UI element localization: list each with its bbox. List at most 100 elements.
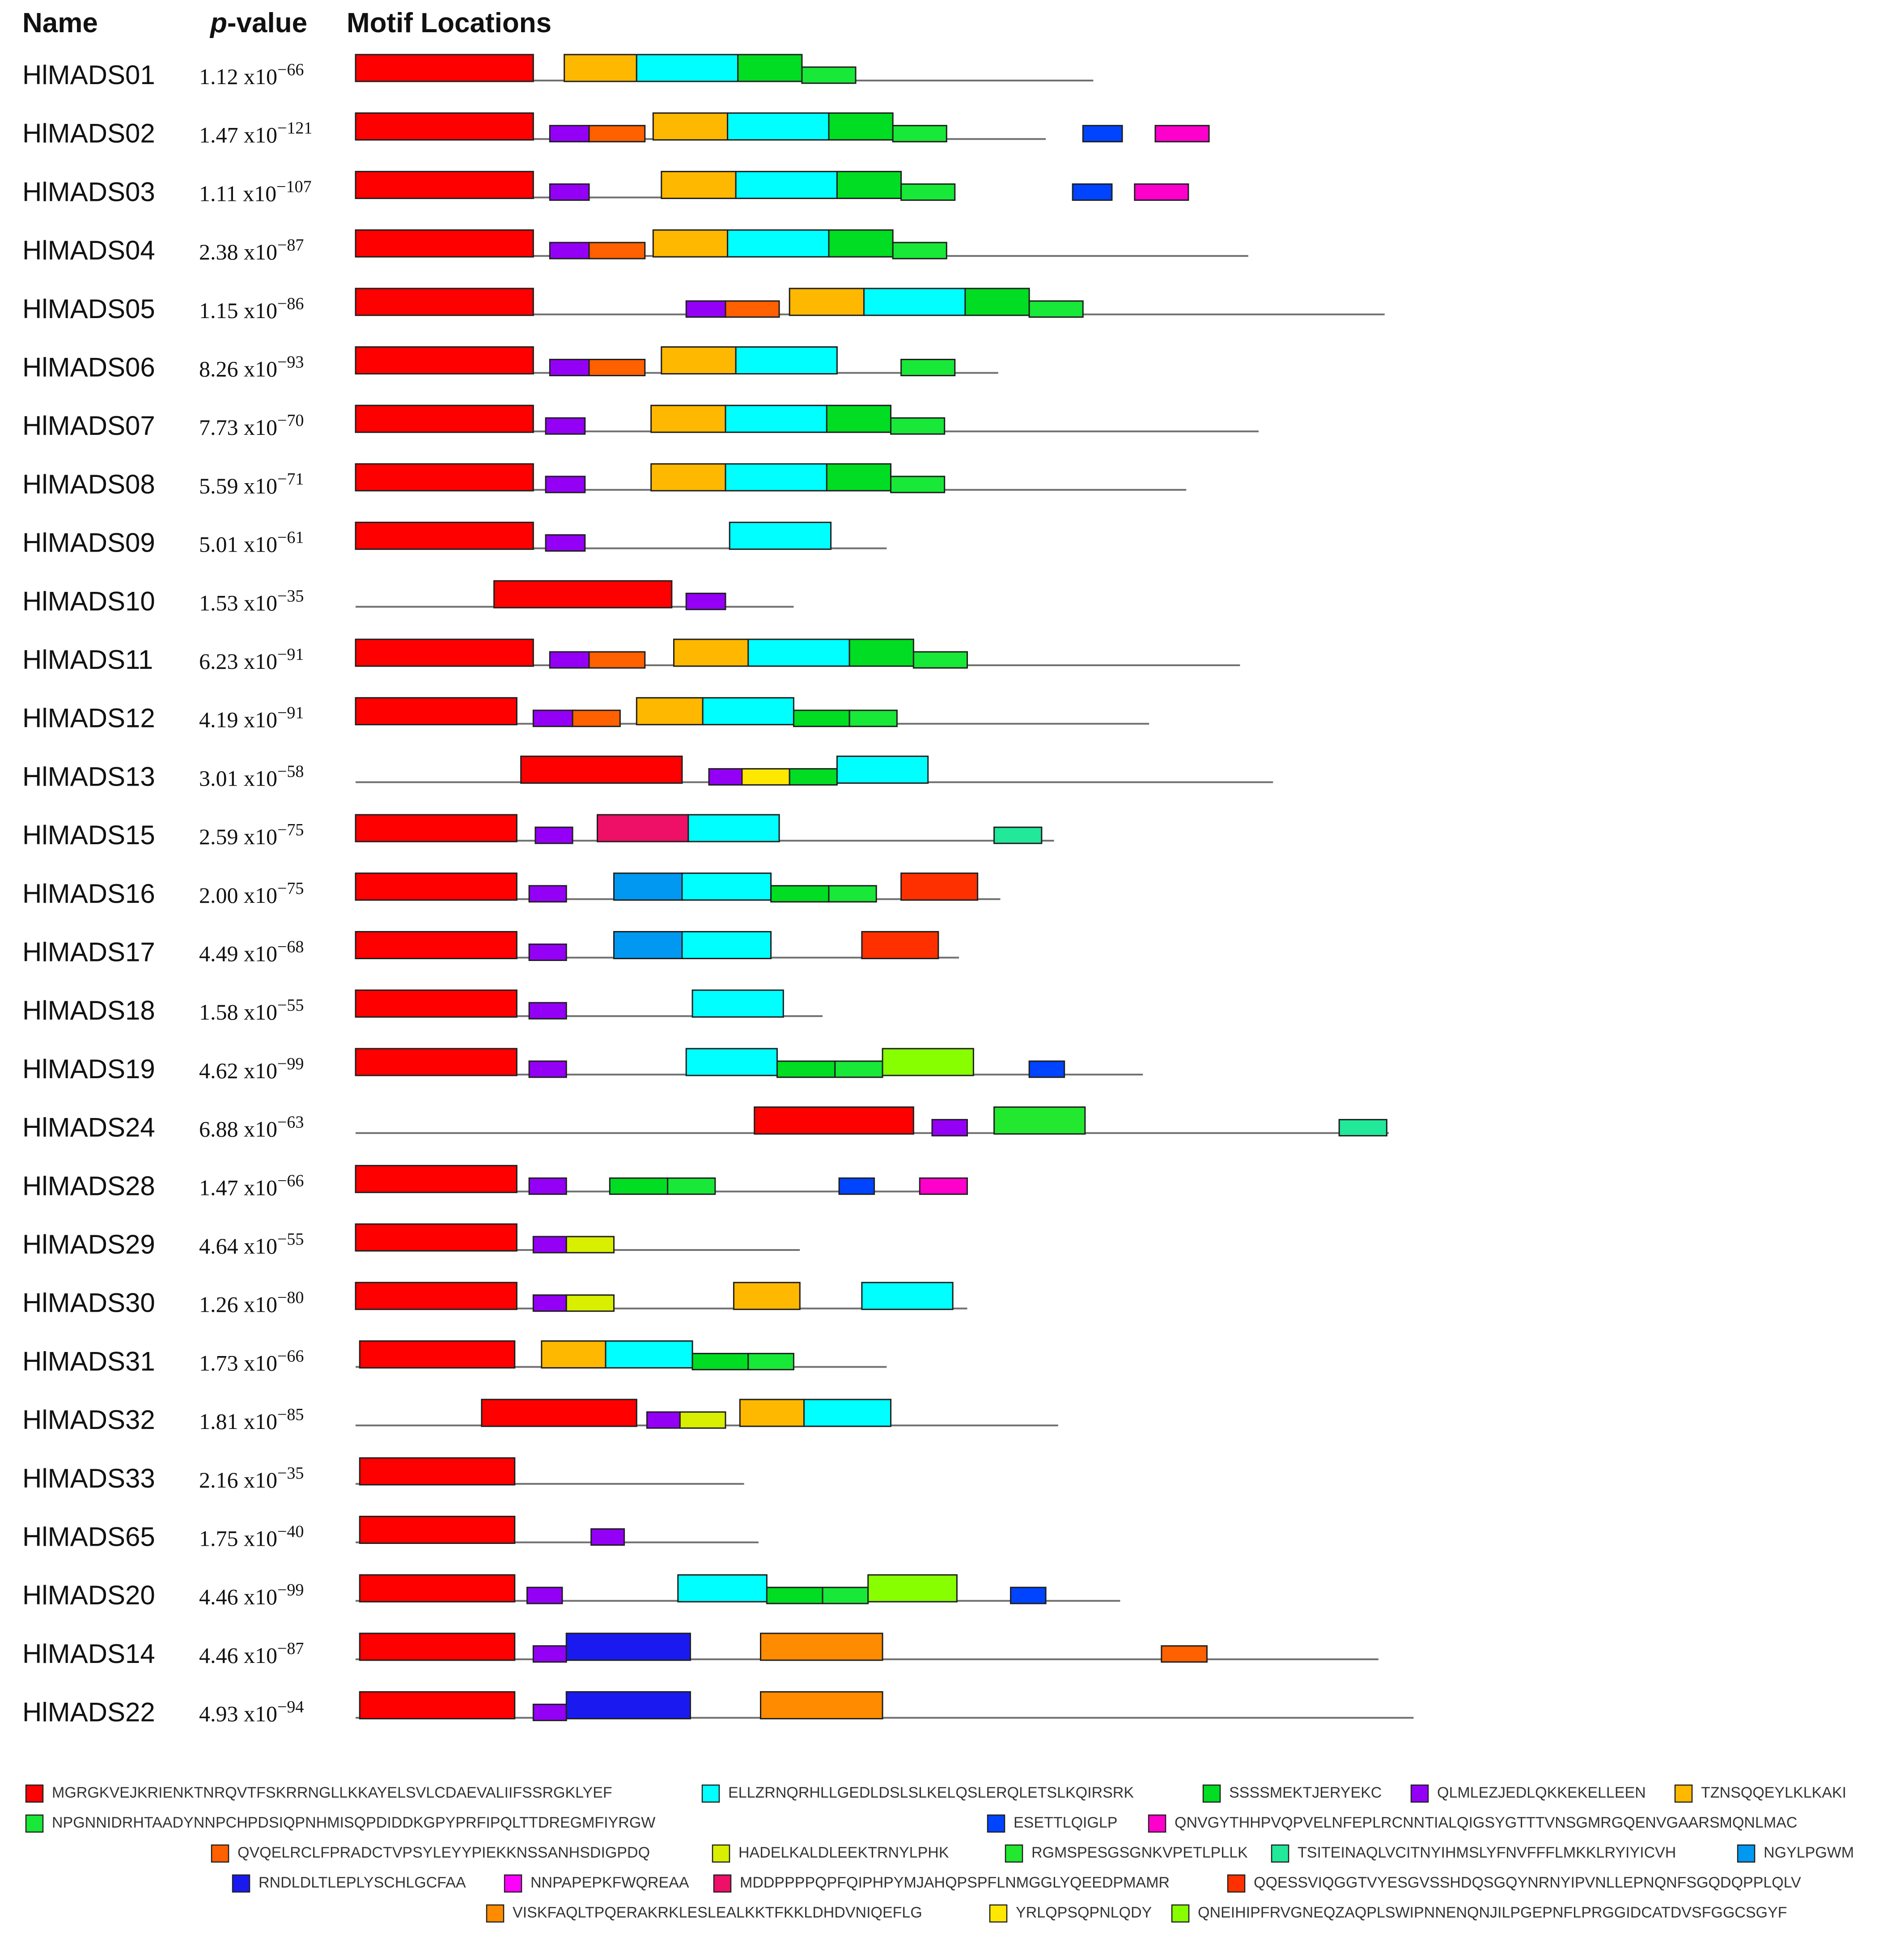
protein-name: HlMADS28	[22, 1171, 155, 1201]
motif-2-box	[725, 404, 827, 433]
p-value-times: x10	[238, 532, 278, 557]
p-value: 2.16 x10−35	[199, 1464, 304, 1492]
protein-row: HlMADS28 1.47 x10−66	[22, 1165, 968, 1201]
motif-3-box	[766, 1586, 823, 1604]
motif-4-box	[528, 1002, 567, 1020]
p-value: 6.23 x10−91	[199, 645, 304, 674]
motif-4-box	[708, 768, 743, 786]
p-value-mantissa: 1.47	[199, 123, 238, 148]
legend-sequence: YRLQPSQPNLQDY	[1016, 1904, 1152, 1921]
motif-1-box	[355, 112, 534, 141]
motif-1-box	[481, 1399, 637, 1427]
protein-name: HlMADS08	[22, 469, 155, 499]
motif-7-box	[838, 1177, 875, 1195]
legend-item: SSSSMEKTJERYEKC	[1202, 1784, 1382, 1803]
p-value-exponent: −80	[277, 1288, 304, 1307]
legend-swatch	[232, 1874, 250, 1893]
p-value-exponent: −55	[277, 996, 304, 1015]
protein-row: HlMADS04 2.38 x10−87	[22, 229, 1248, 265]
motif-16-box	[597, 814, 689, 842]
p-value: 2.59 x10−75	[199, 821, 304, 849]
motif-9-box	[588, 125, 646, 143]
p-value: 3.01 x10−58	[199, 762, 304, 791]
motif-3-box	[737, 54, 803, 82]
motif-1-box	[359, 1691, 516, 1720]
legend-sequence: MGRGKVEJKRIENKTNRQVTFSKRRNGLLKKAYELSVLCD…	[52, 1784, 612, 1801]
p-value-mantissa: 4.93	[199, 1701, 238, 1726]
legend-item: QNVGYTHHPVQPVELNFEPLRCNNTIALQIGSYGTTTVNS…	[1148, 1814, 1797, 1833]
motif-4-box	[545, 476, 586, 493]
protein-name: HlMADS65	[22, 1522, 155, 1552]
p-value-times: x10	[238, 941, 278, 966]
motif-7-box	[1010, 1586, 1047, 1604]
protein-name: HlMADS11	[22, 645, 153, 675]
legend-sequence: QNVGYTHHPVQPVELNFEPLRCNNTIALQIGSYGTTTVNS…	[1175, 1814, 1797, 1831]
motif-10-box	[679, 1411, 726, 1429]
motif-2-box	[725, 463, 827, 492]
p-value-mantissa: 1.81	[199, 1409, 238, 1434]
protein-row: HlMADS32 1.81 x10−85	[22, 1399, 1058, 1435]
motif-2-box	[729, 522, 832, 550]
motif-1-box	[355, 989, 517, 1018]
motif-6-box	[848, 710, 898, 727]
motif-5-box	[733, 1282, 801, 1310]
legend-swatch	[987, 1814, 1005, 1833]
motif-20-box	[882, 1048, 974, 1076]
motif-2-box	[605, 1340, 693, 1369]
p-value-exponent: −66	[277, 1347, 304, 1365]
legend-item: TZNSQQEYLKLKAKI	[1674, 1784, 1846, 1803]
motif-5-box	[652, 229, 729, 258]
p-value-exponent: −66	[277, 60, 304, 79]
motif-14-box	[565, 1691, 691, 1720]
motif-5-box	[564, 54, 637, 82]
protein-name: HlMADS07	[22, 411, 155, 441]
motif-3-box	[828, 229, 894, 258]
motif-6-box	[1028, 300, 1084, 318]
p-value-times: x10	[238, 1584, 278, 1609]
motif-7-box	[1082, 125, 1123, 143]
motif-4-box	[532, 1236, 567, 1254]
motif-1-box	[359, 1574, 516, 1603]
motif-13-box	[613, 931, 683, 959]
legend-swatch	[1227, 1874, 1246, 1893]
p-value-exponent: −91	[277, 645, 304, 664]
motif-4-box	[646, 1411, 681, 1429]
p-value: 2.38 x10−87	[199, 236, 304, 264]
p-value-exponent: −91	[277, 704, 304, 723]
protein-name: HlMADS03	[22, 177, 155, 207]
legend-item: ESETTLQIGLP	[987, 1814, 1117, 1833]
protein-name: HlMADS19	[22, 1054, 155, 1084]
motif-9-box	[588, 359, 646, 376]
legend-item: HADELKALDLEEKTRNYLPHK	[712, 1844, 949, 1863]
p-value-exponent: −35	[277, 1464, 304, 1483]
protein-name: HlMADS04	[22, 235, 155, 265]
protein-row: HlMADS18 1.58 x10−55	[22, 989, 823, 1025]
header-name: Name	[22, 8, 98, 38]
legend-sequence: MDDPPPPQPFQIPHPYMJAHQPSPFLNMGGLYQEEDPMAM…	[740, 1874, 1170, 1891]
legend-sequence: VISKFAQLTPQERAKRKLESLEALKKTFKKLDHDVNIQEF…	[513, 1904, 922, 1921]
protein-name: HlMADS31	[22, 1346, 155, 1376]
legend-item: QVQELRCLFPRADCTVPSYLEYYPIEKKNSSANHSDIGPD…	[211, 1844, 650, 1863]
motif-5-box	[673, 638, 749, 667]
motif-4-box	[528, 944, 567, 961]
motif-4-box	[532, 1645, 567, 1663]
motif-1-box	[355, 1223, 517, 1252]
legend-sequence: QVQELRCLFPRADCTVPSYLEYYPIEKKNSSANHSDIGPD…	[238, 1844, 650, 1861]
p-value-mantissa: 1.58	[199, 999, 238, 1025]
protein-name: HlMADS22	[22, 1697, 155, 1727]
motif-1-box	[355, 522, 534, 550]
p-value-exponent: −58	[277, 762, 304, 781]
motif-6-box	[667, 1177, 716, 1195]
p-value: 4.64 x10−55	[199, 1230, 304, 1258]
motif-1-box	[359, 1516, 516, 1544]
legend-sequence: RGMSPESGSGNKVPETLPLLK	[1031, 1844, 1248, 1861]
motif-2-box	[685, 1048, 778, 1076]
p-value-mantissa: 1.11	[199, 181, 238, 206]
protein-name: HlMADS32	[22, 1405, 155, 1435]
protein-row: HlMADS65 1.75 x10−40	[22, 1516, 759, 1552]
motif-6-box	[822, 1586, 869, 1604]
motif-6-box	[834, 1060, 883, 1078]
motif-8-box	[1154, 125, 1210, 143]
legend-sequence: QLMLEZJEDLQKKEKELLEEN	[1437, 1784, 1646, 1801]
p-value-times: x10	[238, 765, 278, 791]
